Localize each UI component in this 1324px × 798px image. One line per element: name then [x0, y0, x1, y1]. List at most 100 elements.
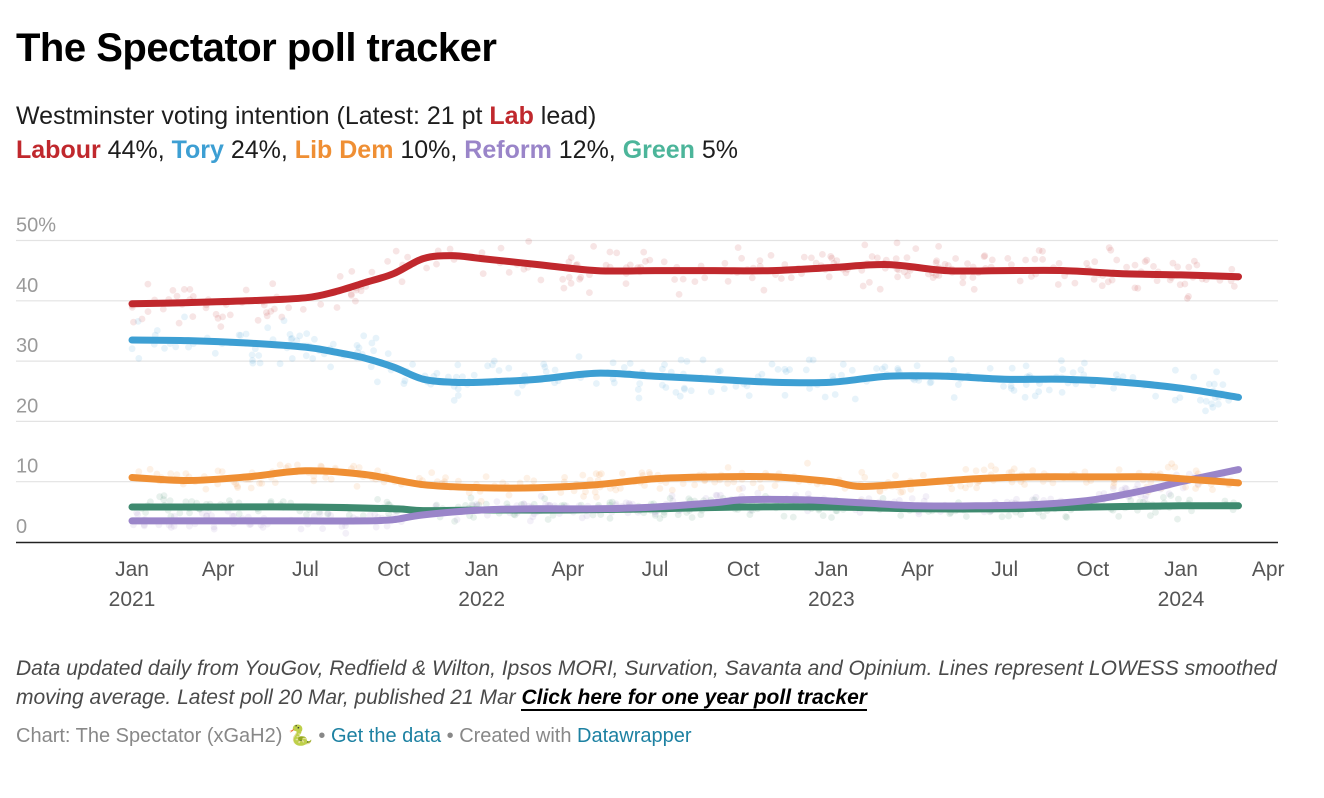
- poll-dot: [212, 310, 220, 318]
- poll-dot: [324, 510, 331, 518]
- poll-dot: [1010, 465, 1018, 473]
- poll-dot: [674, 511, 682, 519]
- poll-dot: [1141, 258, 1149, 265]
- poll-dot: [580, 493, 587, 500]
- poll-dot: [567, 279, 575, 287]
- poll-dot: [1205, 380, 1213, 388]
- poll-dot: [713, 492, 721, 499]
- poll-dot: [1081, 359, 1088, 367]
- poll-dot: [1165, 490, 1173, 498]
- poll-dot: [620, 364, 628, 371]
- poll-dot: [514, 389, 521, 397]
- poll-dot: [908, 495, 916, 502]
- poll-dot: [660, 511, 668, 519]
- trend-lines: [128, 252, 1242, 525]
- poll-dot: [894, 273, 901, 281]
- poll-dot: [876, 488, 884, 495]
- poll-dot: [892, 255, 900, 262]
- poll-dot: [962, 466, 970, 473]
- poll-dot: [1091, 258, 1099, 266]
- poll-dot: [324, 510, 332, 517]
- poll-tracker-chart: 50% 40 30 20 10 0 Jan 2021 Apr Jul Oct Jan 2022 Apr Ju…: [16, 215, 1285, 611]
- poll-dot: [255, 352, 263, 359]
- poll-dot: [730, 478, 738, 486]
- poll-dot: [819, 251, 826, 258]
- poll-dot: [661, 361, 668, 368]
- poll-dot: [160, 492, 168, 499]
- poll-dot: [972, 467, 980, 475]
- poll-dot: [805, 356, 813, 364]
- chart-subtitle: Westminster voting intention (Latest: 21…: [16, 99, 738, 167]
- poll-dot: [446, 245, 454, 253]
- poll-dot: [935, 272, 943, 279]
- poll-dot: [392, 247, 400, 255]
- x-tick-label: Oct: [727, 558, 760, 581]
- one-year-tracker-link[interactable]: Click here for one year poll tracker: [521, 686, 867, 711]
- poll-dot: [219, 313, 227, 321]
- poll-dot: [575, 353, 583, 360]
- poll-dot: [287, 335, 295, 343]
- poll-dot: [256, 359, 264, 367]
- poll-dot: [613, 249, 621, 257]
- poll-dot: [451, 517, 458, 525]
- poll-dot: [825, 273, 833, 281]
- poll-dot: [1098, 282, 1106, 290]
- poll-dot: [416, 474, 423, 482]
- poll-dot: [707, 388, 715, 396]
- poll-dot: [1005, 512, 1012, 520]
- y-tick-label: 20: [16, 395, 38, 417]
- poll-dot: [622, 499, 630, 507]
- poll-dot: [606, 499, 614, 506]
- poll-dot: [478, 249, 486, 256]
- poll-dot: [284, 462, 292, 470]
- poll-dot: [828, 254, 836, 262]
- poll-dot: [1058, 389, 1066, 396]
- poll-dot: [626, 360, 634, 367]
- poll-dot: [404, 253, 411, 261]
- poll-dot: [1153, 277, 1161, 285]
- poll-dot: [263, 312, 271, 320]
- poll-dot: [1029, 467, 1037, 475]
- poll-dot: [959, 273, 967, 281]
- poll-dot: [1171, 463, 1179, 471]
- poll-dot: [1134, 284, 1142, 292]
- poll-dot: [1131, 261, 1139, 269]
- datawrapper-link[interactable]: Datawrapper: [577, 725, 692, 747]
- poll-dot: [327, 363, 334, 371]
- poll-dot: [433, 260, 440, 268]
- poll-dot: [355, 464, 363, 471]
- gridlines: [16, 239, 1278, 483]
- poll-dot: [210, 523, 218, 531]
- poll-dot: [453, 516, 461, 523]
- poll-dot: [303, 330, 311, 337]
- poll-dot: [470, 514, 477, 521]
- get-data-link[interactable]: Get the data: [331, 725, 442, 747]
- poll-dot: [758, 370, 766, 378]
- poll-dot: [286, 331, 294, 338]
- poll-dot: [1013, 495, 1020, 503]
- poll-dot: [549, 512, 557, 519]
- poll-dot: [804, 490, 812, 498]
- x-tick-label: Apr: [1252, 558, 1285, 581]
- subtitle-line-1: Westminster voting intention (Latest: 21…: [16, 99, 738, 133]
- poll-dot: [400, 380, 408, 387]
- poll-dot: [608, 498, 616, 506]
- poll-dot: [433, 369, 441, 377]
- poll-dot: [329, 340, 337, 348]
- poll-dot: [160, 496, 168, 504]
- poll-dot: [1228, 265, 1236, 273]
- chart-notes: Data updated daily from YouGov, Redfield…: [16, 654, 1306, 712]
- poll-dot: [128, 345, 136, 353]
- poll-dot: [1008, 364, 1016, 372]
- y-tick-label: 30: [16, 335, 38, 357]
- poll-dot: [646, 256, 654, 264]
- poll-dot: [980, 253, 988, 260]
- poll-dot: [774, 366, 782, 373]
- poll-dot: [894, 365, 902, 372]
- poll-dot: [691, 278, 699, 285]
- y-tick-label: 0: [16, 516, 27, 538]
- poll-dot: [955, 381, 962, 388]
- chart-byline: Chart: The Spectator (xGaH2) 🐍 • Get the…: [16, 723, 692, 748]
- poll-dot: [551, 366, 559, 374]
- poll-dot: [433, 501, 440, 509]
